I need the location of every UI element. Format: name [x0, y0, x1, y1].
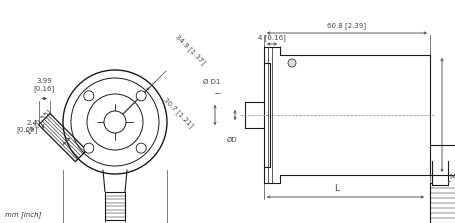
Text: Ø D1: Ø D1 — [203, 79, 221, 85]
Text: 3.99
[0.16]: 3.99 [0.16] — [34, 78, 55, 91]
Circle shape — [84, 143, 94, 153]
Text: 30.7 [1.21]: 30.7 [1.21] — [162, 96, 195, 128]
Text: mm [inch]: mm [inch] — [5, 211, 41, 218]
Circle shape — [288, 59, 296, 67]
Circle shape — [84, 91, 94, 101]
Text: 34.9 [1.37]: 34.9 [1.37] — [174, 34, 207, 66]
Text: 14 [0.55]: 14 [0.55] — [25, 109, 52, 136]
Circle shape — [136, 143, 146, 153]
Text: 2.4
[0.09]: 2.4 [0.09] — [16, 120, 38, 133]
Text: 60.8 [2.39]: 60.8 [2.39] — [328, 22, 367, 29]
Text: ØD: ØD — [227, 137, 238, 143]
Circle shape — [104, 111, 126, 133]
Text: L: L — [334, 184, 339, 193]
Circle shape — [136, 91, 146, 101]
Text: 4 [0.16]: 4 [0.16] — [258, 34, 286, 41]
Text: M12 x 1: M12 x 1 — [450, 174, 455, 180]
